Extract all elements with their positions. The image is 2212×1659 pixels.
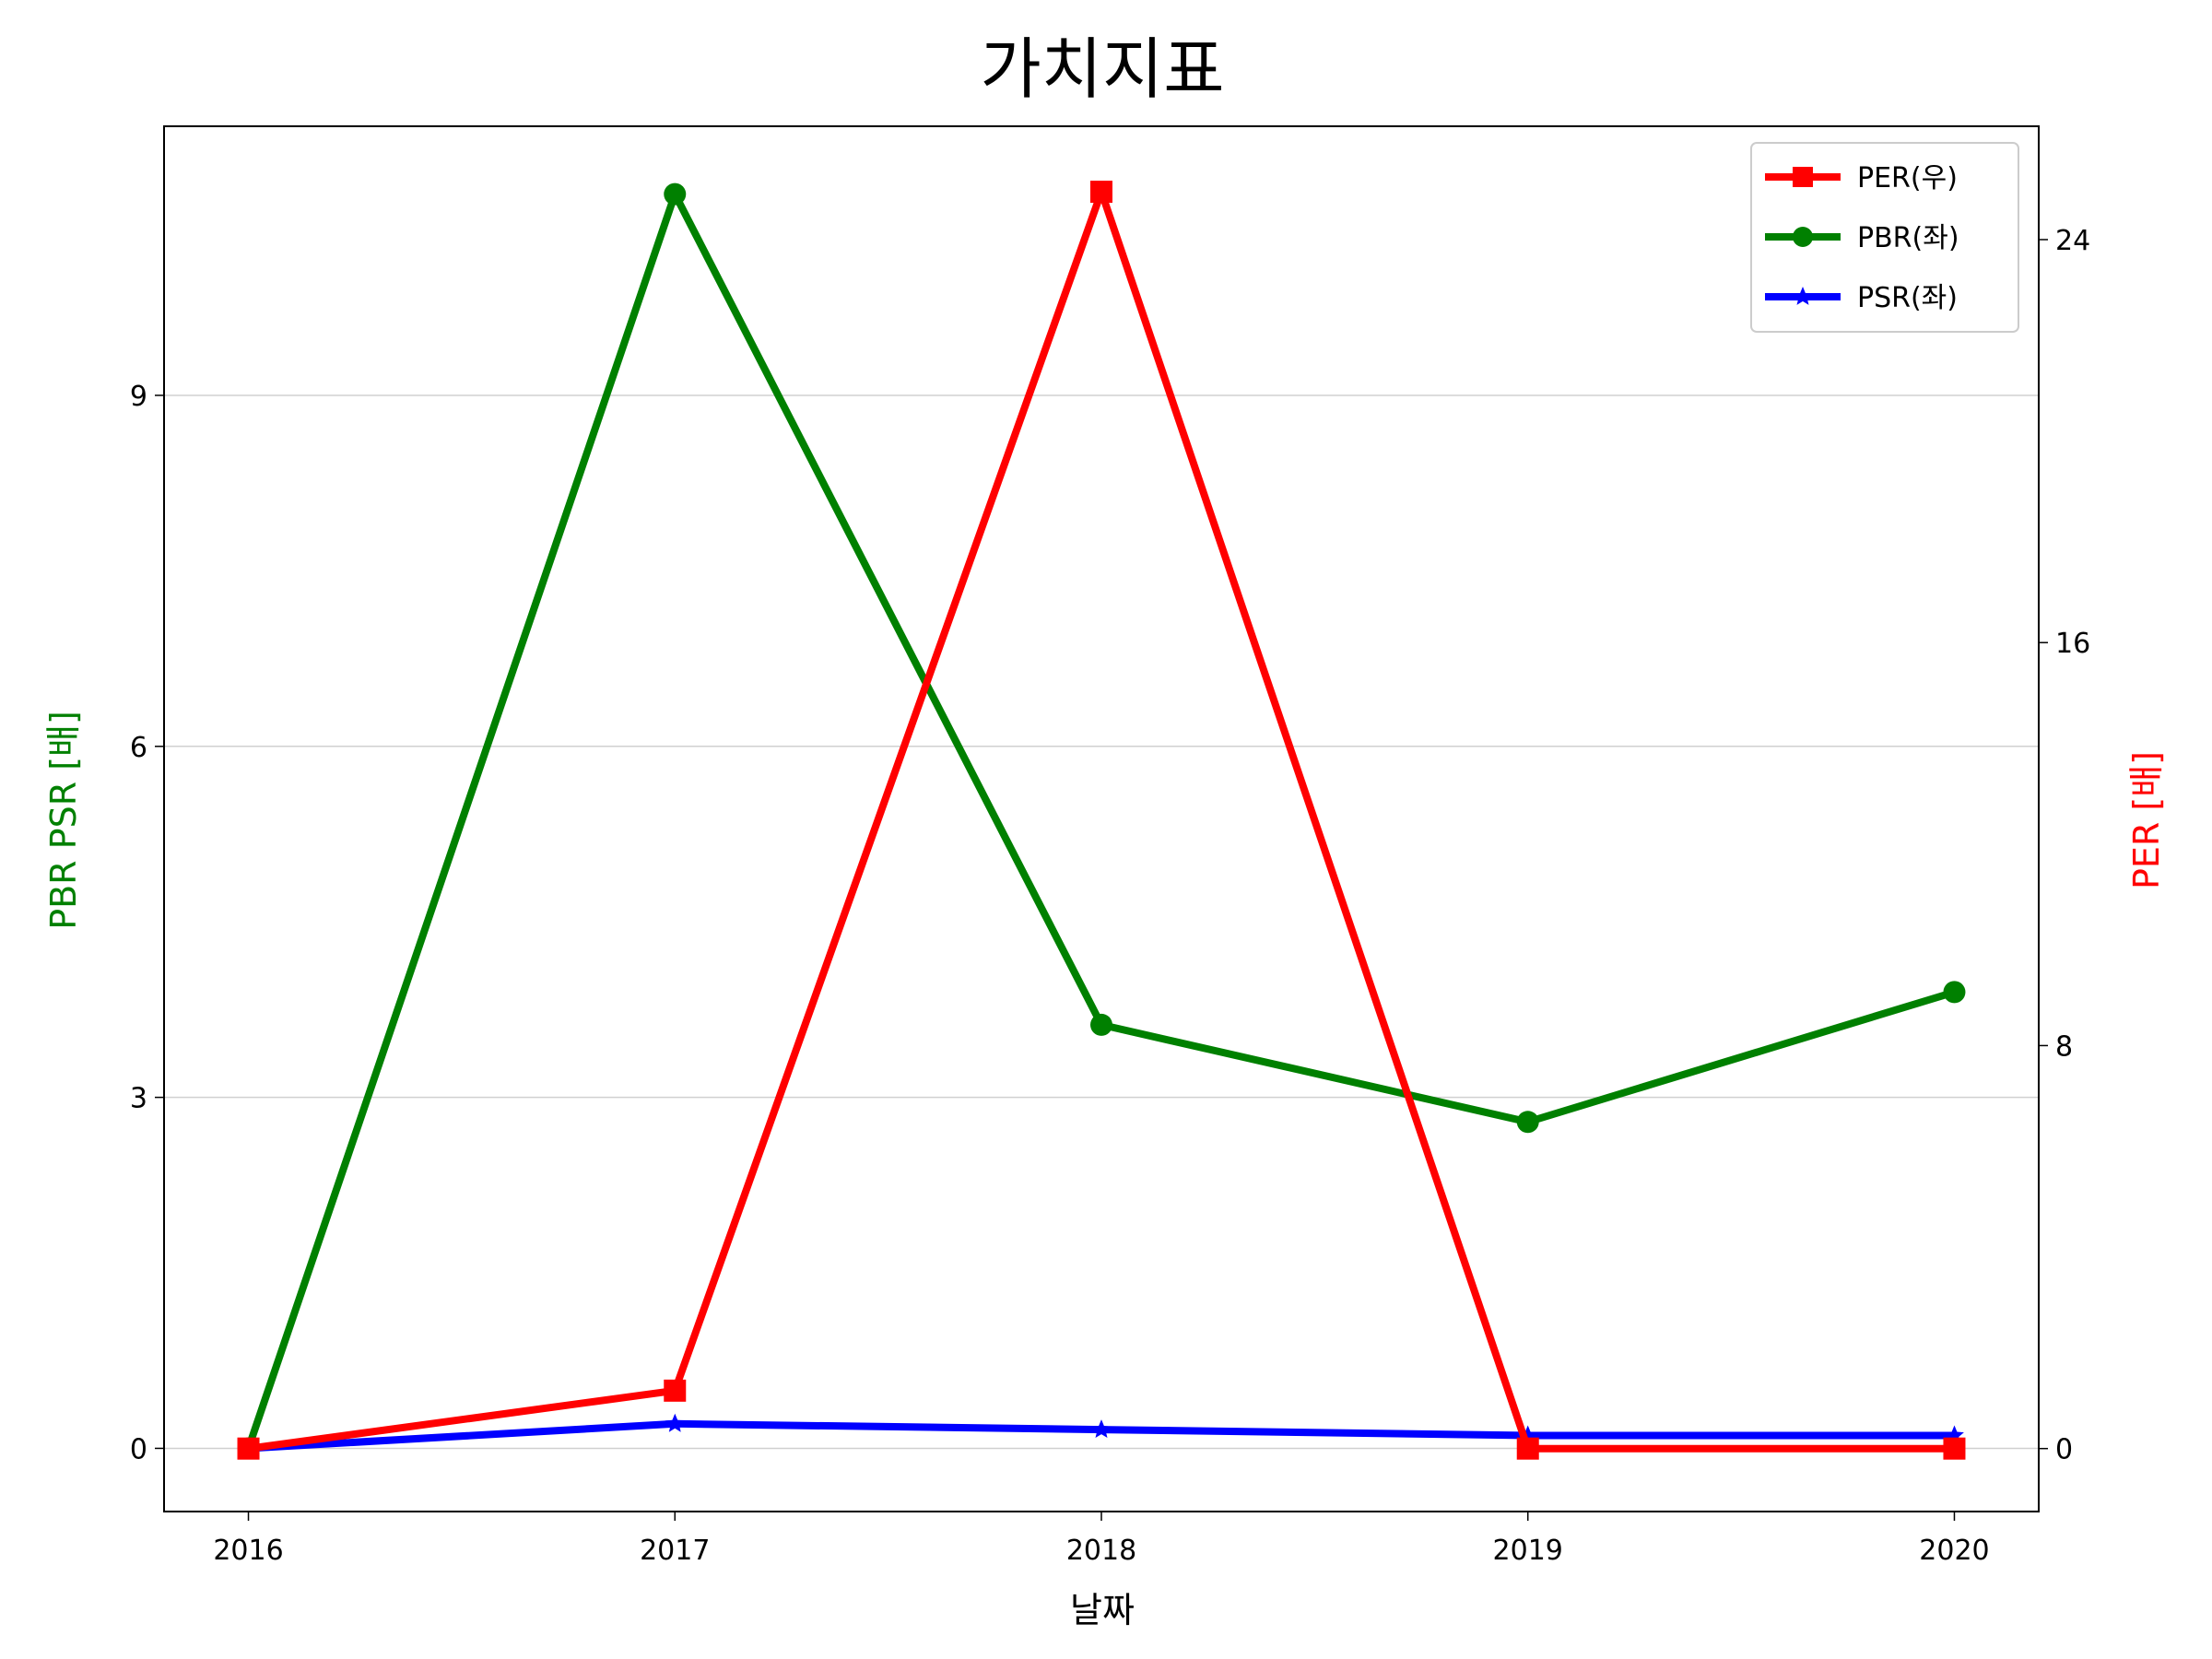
axes: 0 3 6 9 0 8 16 24 2016 2017 2018 2019 2020: [130, 125, 2090, 1567]
pbr-point: [1516, 1111, 1539, 1134]
legend-box: [1750, 142, 2019, 333]
gridlines: [164, 394, 2039, 1450]
legend-label: PBR(좌): [1857, 222, 1959, 254]
pbr-point: [664, 182, 687, 206]
psr-point: [665, 1413, 685, 1432]
left-y-tick-label: 3: [130, 1083, 147, 1115]
right-y-tick-label: 24: [2055, 225, 2090, 257]
legend-label: PER(우): [1857, 162, 1958, 194]
x-tick-label: 2020: [1919, 1535, 1989, 1567]
per-point: [1516, 1437, 1539, 1460]
right-y-tick-label: 16: [2055, 628, 2090, 660]
pbr-point: [1090, 1013, 1112, 1036]
pbr-point: [1943, 981, 1966, 1004]
pbr-line: [244, 190, 1956, 1450]
legend-label: PSR(좌): [1857, 282, 1958, 314]
legend-swatch-marker: [1793, 287, 1813, 305]
legend-item-psr: PSR(좌): [1765, 282, 1958, 314]
left-y-tick-label: 0: [130, 1433, 147, 1465]
right-y-axis-title: PER [배]: [2126, 751, 2167, 889]
left-y-tick-label: 6: [130, 732, 147, 764]
pbr-series: [237, 182, 1966, 1460]
plot-frame: [163, 125, 2040, 1512]
right-y-tick-label: 8: [2055, 1030, 2073, 1063]
per-point: [1090, 181, 1112, 204]
legend-item-pbr: PBR(좌): [1765, 222, 1959, 254]
series-lines: [237, 181, 1966, 1460]
x-axis-title: 날짜: [1070, 1590, 1135, 1630]
right-y-tick-label: 0: [2055, 1434, 2073, 1466]
per-series: [237, 181, 1966, 1460]
legend-swatch-marker: [1793, 167, 1813, 187]
legend: PER(우) PBR(좌) PSR(좌): [1750, 142, 2019, 333]
per-point: [1943, 1437, 1966, 1460]
per-point: [237, 1437, 260, 1460]
x-tick-label: 2017: [640, 1535, 710, 1567]
x-tick-label: 2016: [213, 1535, 283, 1567]
legend-item-per: PER(우): [1765, 162, 1958, 194]
per-line: [247, 188, 1955, 1453]
legend-swatch-marker: [1793, 227, 1813, 247]
x-tick-label: 2018: [1066, 1535, 1136, 1567]
per-point: [664, 1379, 687, 1402]
chart-title: 가치지표: [981, 30, 1225, 108]
left-y-axis-title: PBR PSR [배]: [43, 711, 84, 930]
x-tick-label: 2019: [1493, 1535, 1563, 1567]
left-y-tick-label: 9: [130, 381, 147, 413]
psr-point: [1091, 1419, 1112, 1438]
